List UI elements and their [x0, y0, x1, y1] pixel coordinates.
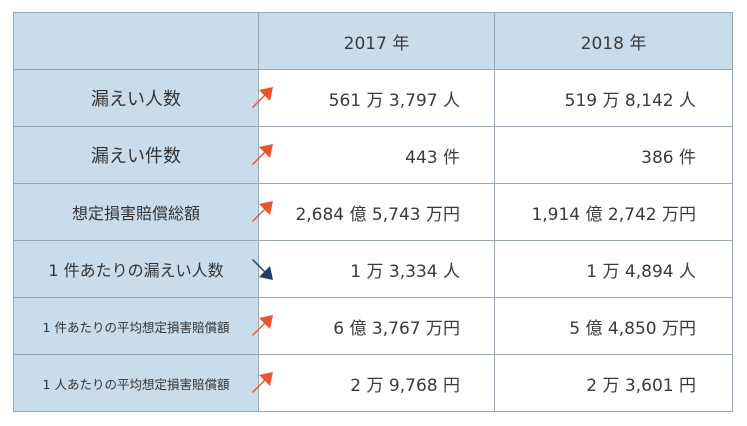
row-label: 想定損害賠償総額	[13, 183, 259, 241]
table-row-people-per-incident: 1 件あたりの漏えい人数 1 万 3,334 人 1 万 4,894 人	[13, 240, 733, 298]
value-2017-cell: 561 万 3,797 人	[252, 69, 495, 127]
arrow-up-right-icon	[252, 315, 273, 336]
value-2017-cell: 2,684 億 5,743 万円	[252, 183, 495, 241]
value-2017-cell: 6 億 3,767 万円	[252, 297, 495, 355]
row-label: 漏えい件数	[13, 126, 259, 184]
header-2018: 2018 年	[494, 12, 733, 70]
header-2017: 2017 年	[258, 12, 495, 70]
table-row-damages-per-person: 1 人あたりの平均想定損害賠償額 2 万 9,768 円 2 万 3,601 円	[13, 354, 733, 412]
header-row: 2017 年 2018 年	[13, 12, 733, 70]
value-2018: 2 万 3,601 円	[494, 354, 733, 412]
value-2017-cell: 2 万 9,768 円	[252, 354, 495, 412]
value-2018: 1,914 億 2,742 万円	[494, 183, 733, 241]
value-2017: 561 万 3,797 人	[328, 90, 460, 111]
table-row-leaked-people: 漏えい人数 561 万 3,797 人 519 万 8,142 人	[13, 69, 733, 127]
table-row-damages-per-incident: 1 件あたりの平均想定損害賠償額 6 億 3,767 万円 5 億 4,850 …	[13, 297, 733, 355]
value-2017: 1 万 3,334 人	[350, 261, 460, 282]
row-label: 1 人あたりの平均想定損害賠償額	[13, 354, 259, 412]
statistics-table: 2017 年 2018 年 漏えい人数 561 万 3,797 人 519 万 …	[13, 12, 733, 412]
value-2017: 6 億 3,767 万円	[333, 318, 460, 339]
row-label: 漏えい人数	[13, 69, 259, 127]
value-2018: 519 万 8,142 人	[494, 69, 733, 127]
arrow-up-right-icon	[252, 144, 273, 165]
value-2017: 2,684 億 5,743 万円	[295, 204, 460, 225]
header-corner-cell	[13, 12, 259, 70]
value-2018: 386 件	[494, 126, 733, 184]
arrow-up-right-icon	[252, 201, 273, 222]
row-label: 1 件あたりの漏えい人数	[13, 240, 259, 298]
arrow-up-right-icon	[252, 372, 273, 393]
table-row-leak-count: 漏えい件数 443 件 386 件	[13, 126, 733, 184]
arrow-up-right-icon	[252, 87, 273, 108]
value-2017-cell: 1 万 3,334 人	[252, 240, 495, 298]
row-label: 1 件あたりの平均想定損害賠償額	[13, 297, 259, 355]
value-2017: 443 件	[405, 147, 460, 168]
arrow-down-right-icon	[252, 259, 273, 280]
value-2017: 2 万 9,768 円	[350, 375, 460, 396]
value-2018: 5 億 4,850 万円	[494, 297, 733, 355]
value-2018: 1 万 4,894 人	[494, 240, 733, 298]
value-2017-cell: 443 件	[252, 126, 495, 184]
table-row-total-damages: 想定損害賠償総額 2,684 億 5,743 万円 1,914 億 2,742 …	[13, 183, 733, 241]
